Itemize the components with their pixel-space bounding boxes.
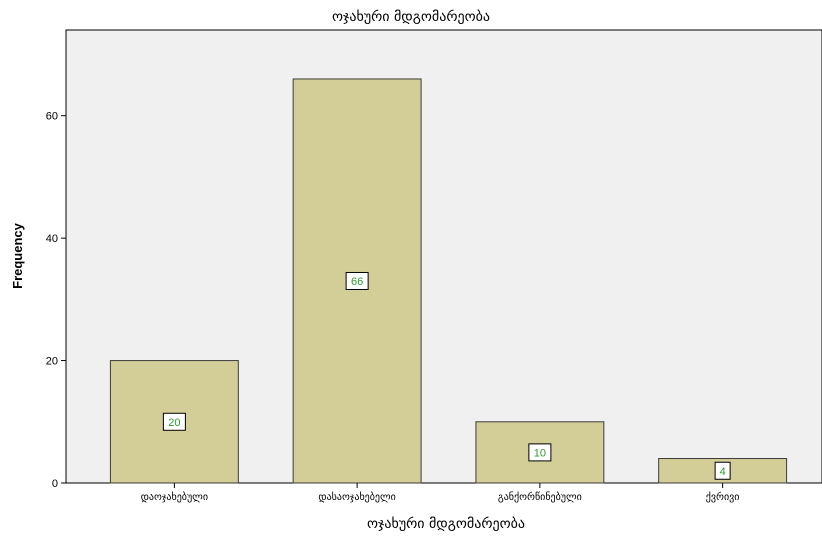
data-label: 10: [534, 447, 546, 459]
category-label: განქორწინებული: [498, 491, 582, 503]
x-axis-title: ოჯახური მდგომარეობა: [367, 515, 525, 532]
y-tick-label: 40: [46, 233, 58, 245]
bars-group: 20 66 10 4: [109, 78, 788, 484]
y-axis-title: Frequency: [10, 222, 25, 289]
category-label: დაოჯახებული: [141, 491, 208, 503]
data-label: 20: [168, 417, 180, 429]
data-label: 66: [351, 276, 363, 288]
y-axis: 0 20 40 60: [46, 111, 66, 490]
data-label: 4: [720, 466, 726, 478]
y-tick-label: 20: [46, 356, 58, 368]
data-label-box: [714, 461, 731, 480]
category-label: ქვრივი: [706, 491, 740, 503]
data-label-box: [345, 271, 369, 290]
category-label: დასაოჯახებელი: [318, 491, 395, 503]
y-tick-label: 60: [46, 111, 58, 123]
x-axis: დაოჯახებული დასაოჯახებელი განქორწინებული ქვ…: [141, 483, 740, 503]
data-label-box: [528, 443, 552, 462]
y-tick-label: 0: [52, 478, 58, 490]
chart-title: ოჯახური მდგომარეობა: [332, 8, 490, 25]
data-label-box: [162, 412, 186, 431]
